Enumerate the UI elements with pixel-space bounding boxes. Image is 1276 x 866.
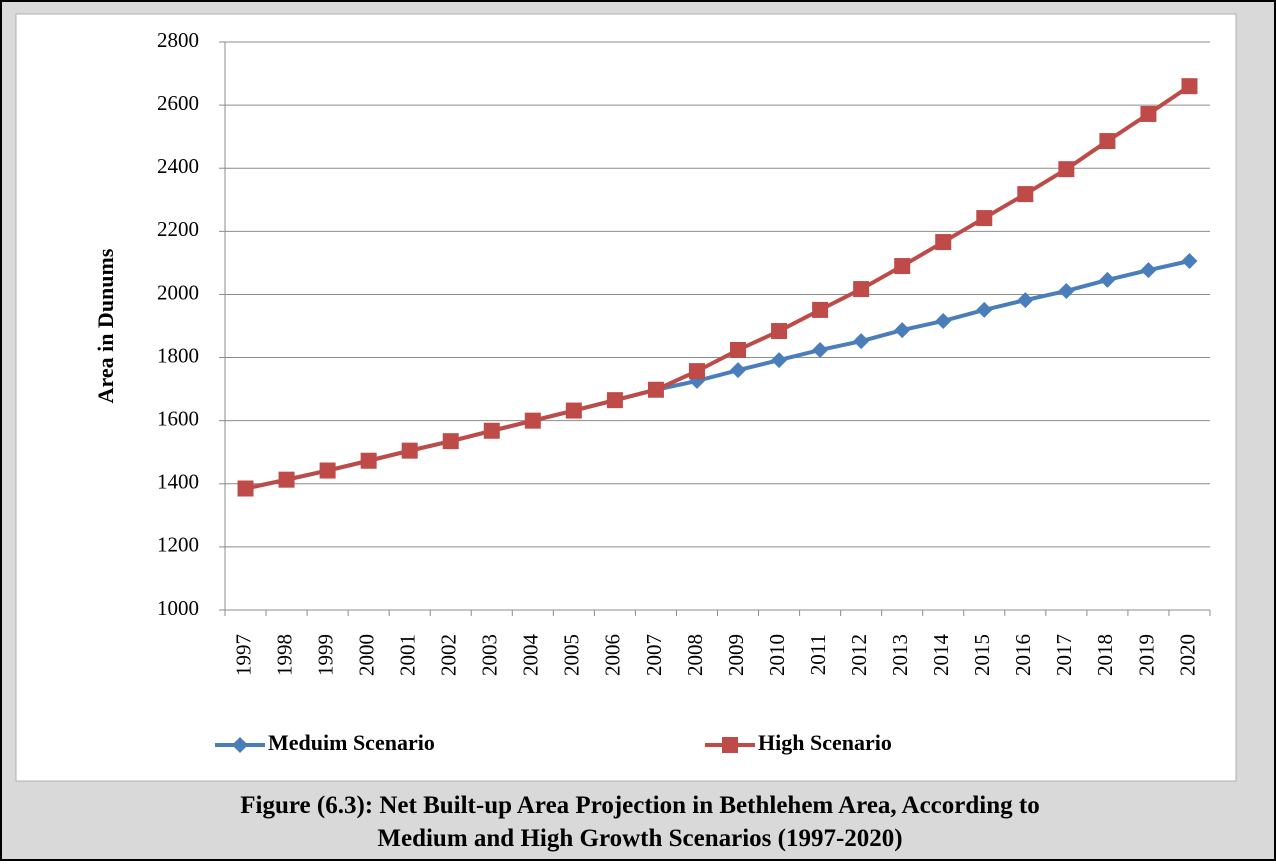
marker — [812, 341, 829, 358]
marker — [1017, 292, 1034, 309]
x-tick-label: 2001 — [396, 634, 420, 676]
marker — [1058, 161, 1075, 178]
x-tick-label: 2015 — [970, 634, 994, 676]
x-tick-label: 1997 — [231, 634, 255, 676]
marker — [894, 258, 911, 275]
marker — [1099, 271, 1116, 288]
marker — [935, 312, 952, 329]
marker — [278, 471, 295, 488]
marker — [401, 442, 418, 459]
marker — [524, 412, 541, 429]
x-tick-label: 2000 — [354, 634, 378, 676]
marker — [1099, 133, 1116, 150]
marker — [771, 352, 788, 369]
x-tick-label: 2009 — [724, 634, 748, 676]
marker — [1181, 78, 1198, 95]
marker — [894, 322, 911, 339]
y-tick-label: 1400 — [157, 470, 199, 494]
x-tick-label: 2013 — [888, 634, 912, 676]
caption-line: Medium and High Growth Scenarios (1997-2… — [377, 825, 902, 852]
legend-label: Meduim Scenario — [268, 730, 435, 755]
marker — [935, 234, 952, 251]
x-tick-label: 2018 — [1093, 634, 1117, 676]
y-tick-label: 2800 — [157, 28, 199, 52]
y-tick-label: 2400 — [157, 154, 199, 178]
x-tick-label: 2007 — [642, 634, 666, 676]
marker — [1058, 282, 1075, 299]
x-tick-label: 2008 — [683, 634, 707, 676]
x-tick-label: 2003 — [478, 634, 502, 676]
y-tick-label: 1800 — [157, 343, 199, 367]
marker — [1181, 252, 1198, 269]
marker — [606, 392, 623, 409]
marker — [853, 333, 870, 350]
x-tick-label: 2004 — [519, 634, 543, 677]
marker — [483, 422, 500, 439]
x-tick-label: 2019 — [1134, 634, 1158, 676]
x-tick-label: 2002 — [437, 634, 461, 676]
marker — [812, 301, 829, 318]
x-tick-label: 2011 — [806, 634, 830, 675]
x-tick-label: 2016 — [1011, 634, 1035, 676]
marker — [232, 737, 248, 753]
marker — [771, 323, 788, 340]
x-tick-label: 2012 — [847, 634, 871, 676]
marker — [853, 281, 870, 298]
y-tick-label: 1000 — [157, 596, 199, 620]
x-tick-label: 1999 — [313, 634, 337, 676]
marker — [688, 363, 705, 380]
x-tick-label: 2006 — [601, 634, 625, 676]
y-tick-label: 1200 — [157, 533, 199, 557]
marker — [442, 433, 459, 450]
marker — [730, 362, 747, 379]
marker — [1140, 262, 1157, 279]
marker — [1017, 186, 1034, 203]
caption-line: Figure (6.3): Net Built-up Area Projecti… — [240, 792, 1039, 819]
x-tick-label: 2017 — [1052, 634, 1076, 676]
legend-label: High Scenario — [758, 730, 892, 755]
y-tick-label: 2600 — [157, 91, 199, 115]
marker — [730, 341, 747, 358]
marker — [237, 480, 254, 497]
y-tick-label: 1600 — [157, 406, 199, 430]
y-axis-label: Area in Dunums — [93, 248, 118, 403]
y-tick-label: 2200 — [157, 217, 199, 241]
marker — [565, 402, 582, 419]
marker — [647, 381, 664, 398]
marker — [976, 301, 993, 318]
x-tick-label: 2005 — [560, 634, 584, 676]
marker — [976, 210, 993, 227]
marker — [319, 462, 336, 479]
x-tick-label: 2020 — [1175, 634, 1199, 676]
x-tick-label: 2014 — [929, 634, 953, 677]
y-tick-label: 2000 — [157, 280, 199, 304]
marker — [722, 737, 738, 753]
marker — [1140, 105, 1157, 122]
x-tick-label: 1998 — [272, 634, 296, 676]
marker — [360, 452, 377, 469]
x-tick-label: 2010 — [765, 634, 789, 676]
